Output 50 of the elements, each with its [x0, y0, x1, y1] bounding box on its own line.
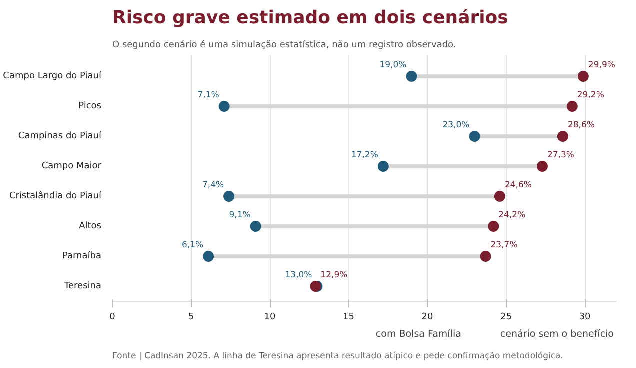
point — [557, 131, 568, 142]
data-label: 17,2% — [351, 150, 378, 160]
y-tick-label: Campo Maior — [42, 162, 102, 172]
point — [536, 161, 548, 172]
data-label: 13,0% — [285, 270, 312, 280]
y-tick-label: Parnaíba — [62, 250, 102, 262]
y-tick-label: Picos — [78, 102, 102, 112]
text: com Bolsa Família — [376, 328, 462, 340]
x-tick-label: 25 — [500, 312, 512, 322]
x-tick-label: 30 — [579, 312, 591, 322]
point — [494, 191, 506, 202]
point — [406, 71, 418, 82]
point — [488, 221, 500, 232]
point — [378, 161, 389, 172]
x-tick-label: 20 — [422, 312, 434, 322]
data-label: 9,1% — [229, 210, 251, 220]
point — [469, 131, 480, 142]
source-note: Fonte | CadInsan 2025. A linha de Teresina apresenta resultado atípico e pede confirmação metodológica. — [112, 352, 564, 362]
point — [224, 191, 235, 202]
x-tick-label: 10 — [264, 312, 276, 322]
chart-subtitle: O segundo cenário é uma simulação estatística, não um registro observado. — [112, 40, 456, 50]
data-label: 7,4% — [202, 180, 224, 190]
y-tick-label: Altos — [79, 222, 102, 232]
text: cenário sem o benefício — [500, 328, 614, 340]
data-label: 12,9% — [320, 270, 348, 280]
data-label: 19,0% — [380, 60, 407, 70]
data-label: 29,9% — [588, 60, 616, 70]
chart-title: Risco grave estimado em dois cenários — [112, 8, 508, 28]
data-label: 23,0% — [442, 120, 470, 130]
x-tick-label: 0 — [110, 312, 116, 322]
point — [203, 251, 214, 262]
y-tick-label: Cristalândia do Piauí — [9, 190, 102, 202]
data-label: 24,6% — [504, 180, 532, 190]
data-label: 27,3% — [547, 150, 574, 160]
point — [566, 101, 578, 112]
data-label: 23,7% — [490, 240, 518, 250]
data-label: 24,2% — [498, 210, 526, 220]
x-tick-label: 15 — [343, 312, 354, 322]
data-label: 6,1% — [182, 240, 204, 250]
y-tick-label: Teresina — [64, 282, 102, 292]
data-label: 29,2% — [577, 90, 604, 100]
point — [250, 221, 262, 232]
point — [480, 251, 492, 262]
x-tick-label: 5 — [188, 312, 194, 322]
data-label: 7,1% — [198, 90, 220, 100]
y-tick-label: Campo Largo do Piauí — [3, 70, 102, 82]
point — [578, 71, 589, 82]
data-label: 28,6% — [568, 120, 595, 130]
y-tick-label: Campinas do Piauí — [18, 130, 102, 142]
point — [218, 101, 230, 112]
